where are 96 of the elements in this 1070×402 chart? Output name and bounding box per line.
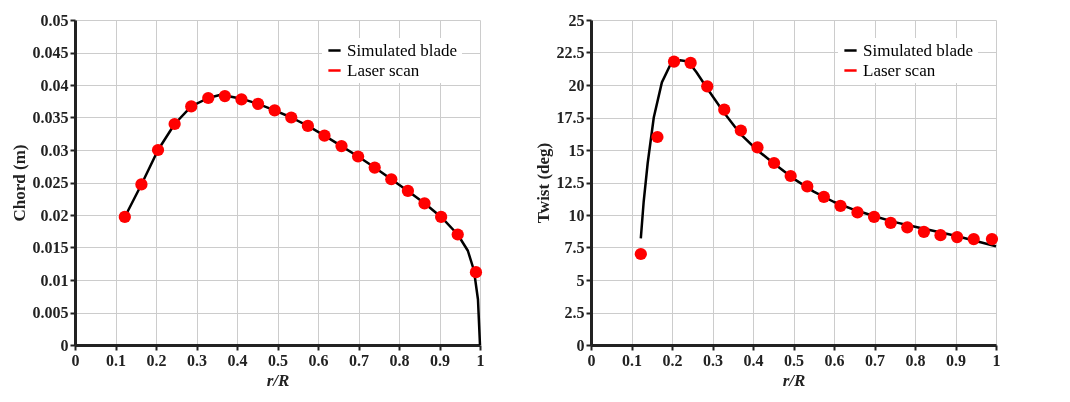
point <box>967 232 980 246</box>
x-tick-label: 0.5 <box>268 351 288 369</box>
x-axis-title: r/R <box>266 370 290 390</box>
x-tick-label: 0.2 <box>662 351 683 369</box>
x-tick-label: 0.5 <box>784 351 804 369</box>
point <box>784 169 797 183</box>
point <box>202 91 215 105</box>
point <box>767 156 781 170</box>
point <box>751 141 764 154</box>
y-tick-label: 0 <box>576 336 585 354</box>
legend-label: Laser scan <box>347 60 420 80</box>
point <box>268 104 281 117</box>
y-tick-label: 25 <box>568 11 585 29</box>
point <box>817 190 830 203</box>
y-tick-label: 0.025 <box>32 174 69 191</box>
x-tick-label: 0.4 <box>743 351 764 369</box>
x-tick-label: 0.6 <box>824 351 845 369</box>
point <box>651 130 664 144</box>
x-tick-label: 0 <box>587 351 596 369</box>
x-tick-label: 0.3 <box>703 351 723 369</box>
x-tick-label: 0.7 <box>865 351 885 369</box>
point <box>118 210 131 224</box>
y-tick-label: 0.005 <box>32 304 69 321</box>
y-tick-label: 0.04 <box>40 76 69 94</box>
point <box>218 89 231 103</box>
legend-label: Laser scan <box>863 60 936 80</box>
x-tick-label: 0 <box>71 351 80 369</box>
y-tick-label: 0.02 <box>40 206 69 224</box>
y-axis-title: Chord (m) <box>9 144 29 222</box>
y-tick-label: 20 <box>568 76 585 94</box>
point <box>917 225 931 239</box>
point <box>318 129 331 142</box>
x-tick-label: 0.8 <box>905 351 926 369</box>
point <box>301 119 314 133</box>
x-tick-label: 1 <box>992 351 1001 369</box>
y-tick-label: 0.015 <box>32 239 69 256</box>
point <box>834 199 847 213</box>
x-tick-label: 0.7 <box>349 351 369 369</box>
point <box>368 161 381 174</box>
x-tick-label: 0.1 <box>106 351 126 369</box>
x-tick-label: 0.1 <box>622 351 642 369</box>
x-tick-label: 0.4 <box>227 351 248 369</box>
point <box>867 210 881 224</box>
point <box>884 216 897 229</box>
y-tick-label: 15 <box>568 141 585 159</box>
y-tick-label: 7.5 <box>564 239 585 256</box>
y-tick-label: 22.5 <box>556 44 585 61</box>
point <box>151 143 165 157</box>
point <box>168 117 181 131</box>
point <box>351 150 365 163</box>
point <box>667 55 681 68</box>
y-tick-label: 17.5 <box>556 109 585 126</box>
y-tick-label: 0.01 <box>40 271 69 289</box>
x-tick-label: 0.8 <box>389 351 410 369</box>
point <box>451 228 464 241</box>
point <box>185 100 198 113</box>
point <box>951 230 964 244</box>
y-tick-label: 0 <box>60 336 69 354</box>
point <box>285 111 298 124</box>
y-tick-label: 0.03 <box>40 141 69 159</box>
y-tick-label: 5 <box>576 271 585 289</box>
x-tick-label: 1 <box>476 351 485 369</box>
point <box>135 178 148 191</box>
point <box>634 247 647 261</box>
y-tick-label: 2.5 <box>564 304 585 321</box>
x-tick-label: 0.3 <box>187 351 207 369</box>
point <box>985 232 999 246</box>
point <box>469 266 483 279</box>
point <box>684 56 697 70</box>
x-tick-label: 0.2 <box>146 351 167 369</box>
point <box>251 97 265 110</box>
y-tick-label: 0.035 <box>32 109 69 126</box>
y-tick-label: 12.5 <box>556 174 585 191</box>
x-tick-label: 0.6 <box>308 351 329 369</box>
y-tick-label: 0.05 <box>40 11 69 29</box>
y-tick-label: 0.045 <box>32 44 69 61</box>
point <box>734 124 747 137</box>
point <box>934 229 947 242</box>
point <box>851 206 864 219</box>
point <box>418 197 431 210</box>
x-tick-label: 0.9 <box>946 351 966 369</box>
point <box>385 173 398 186</box>
point <box>401 184 415 198</box>
x-axis-title: r/R <box>782 370 806 390</box>
point <box>435 210 448 224</box>
point <box>801 180 814 193</box>
point <box>901 221 914 234</box>
y-axis-title: Twist (deg) <box>533 142 553 224</box>
point <box>235 93 248 106</box>
y-tick-label: 10 <box>568 206 585 224</box>
point <box>701 80 714 93</box>
point <box>335 139 348 153</box>
legend-label: Simulated blade <box>863 40 974 60</box>
x-tick-label: 0.9 <box>430 351 450 369</box>
point <box>718 103 731 116</box>
legend-label: Simulated blade <box>347 40 458 60</box>
